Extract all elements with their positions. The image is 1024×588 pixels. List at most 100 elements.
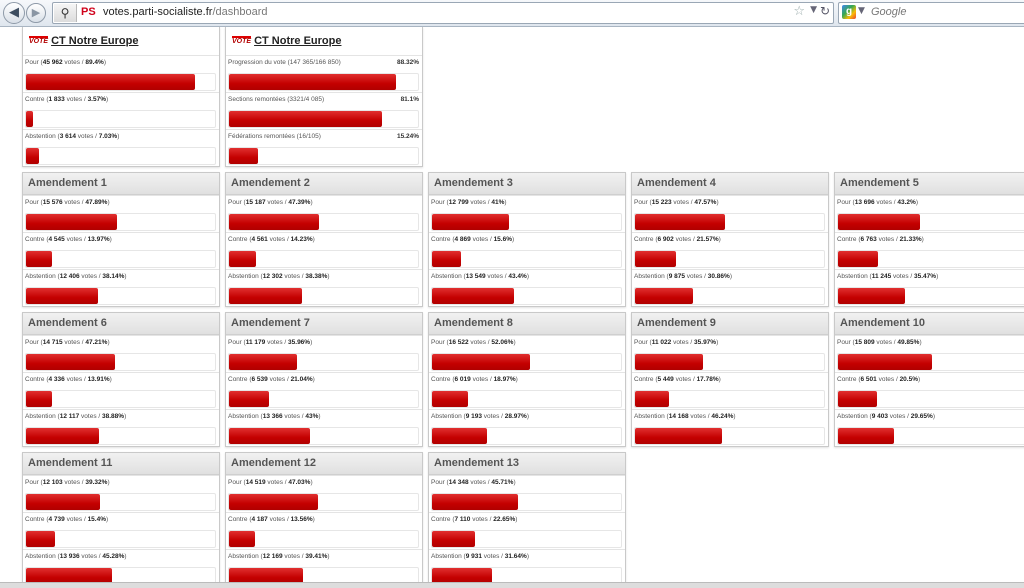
progress-fill <box>838 391 877 407</box>
progress-bar <box>228 567 419 585</box>
choice-label: Abstention <box>25 553 56 560</box>
choice-label: Contre <box>837 236 857 243</box>
search-bar[interactable]: g ▼ Google <box>838 2 1024 24</box>
panel-title-link[interactable]: CT Notre Europe <box>51 35 139 47</box>
vote-count: 12 406 <box>59 273 80 280</box>
vote-percent: 43.2% <box>897 199 916 206</box>
progress-fill <box>432 568 492 584</box>
result-row: Abstention (13 549 votes / 43.4%) <box>429 269 625 306</box>
result-row: Pour (16 522 votes / 52.06%) <box>429 335 625 372</box>
votes-word: votes <box>269 516 286 523</box>
amendement-panel: Amendement 8 Pour (16 522 votes / 52.06%)… <box>428 312 626 447</box>
progress-fill <box>26 568 112 584</box>
result-row: Contre (4 869 votes / 15.6%) <box>429 232 625 269</box>
choice-label: Pour <box>837 339 851 346</box>
choice-label: Contre <box>228 236 248 243</box>
url-host: votes.parti-socialiste.fr <box>103 6 213 18</box>
result-label: Contre (6 019 votes / 18.97%) <box>431 376 518 383</box>
result-row: Abstention (9 931 votes / 31.64%) <box>429 549 625 586</box>
progress-bar <box>431 390 622 408</box>
result-label: Pour (15 187 votes / 47.39%) <box>228 199 313 206</box>
vote-percent: 21.33% <box>899 236 922 243</box>
vote-percent: 38.88% <box>102 413 125 420</box>
progress-percent: 81.1% <box>400 96 419 103</box>
vote-percent: 47.89% <box>85 199 108 206</box>
vote-percent: 3.57% <box>87 96 106 103</box>
result-label: Abstention (9 403 votes / 29.65%) <box>837 413 935 420</box>
panel-title: Amendement 9 <box>632 313 828 335</box>
choice-label: Contre <box>228 376 248 383</box>
address-bar[interactable]: ⚲ PS votes.parti-socialiste.fr/dashboard… <box>52 2 834 24</box>
panel-title: Amendement 7 <box>226 313 422 335</box>
choice-label: Pour <box>228 199 242 206</box>
votes-word: votes <box>878 376 895 383</box>
progress-fill <box>838 354 933 370</box>
result-row: Abstention (11 245 votes / 35.47%) <box>835 269 1024 306</box>
result-label: Contre (4 545 votes / 13.97%) <box>25 236 112 243</box>
vote-count: 7 110 <box>454 516 471 523</box>
result-label: Pour (45 962 votes / 89.4%) <box>25 59 106 66</box>
result-row: 81.1% Sections remontées (3321/4 085) <box>226 92 422 129</box>
result-label: Contre (4 739 votes / 15.4%) <box>25 516 109 523</box>
search-input[interactable]: Google <box>871 6 907 18</box>
result-label: Pour (14 348 votes / 45.71%) <box>431 479 516 486</box>
choice-label: Pour <box>431 199 445 206</box>
progress-fill <box>432 391 468 407</box>
status-bar <box>0 582 1024 588</box>
amendement-panel: Amendement 6 Pour (14 715 votes / 47.21%)… <box>22 312 220 447</box>
result-row: Pour (14 519 votes / 47.03%) <box>226 475 422 512</box>
choice-label: Pour <box>634 339 648 346</box>
votes-word: votes <box>675 236 692 243</box>
result-row: Contre (1 833 votes / 3.57%) <box>23 92 219 129</box>
votes-word: votes <box>77 133 94 140</box>
votes-word: votes <box>64 199 80 206</box>
url-text[interactable]: votes.parti-socialiste.fr/dashboard <box>103 6 267 18</box>
result-row: Contre (4 561 votes / 14.23%) <box>226 232 422 269</box>
vote-percent: 17.78% <box>696 376 719 383</box>
vote-count: 16 522 <box>448 339 469 346</box>
forward-arrow-icon[interactable]: ▶ <box>26 3 46 23</box>
vote-percent: 13.56% <box>290 516 313 523</box>
reload-icon[interactable]: ↻ <box>819 4 830 18</box>
result-row: Contre (6 019 votes / 18.97%) <box>429 372 625 409</box>
progress-bar <box>25 287 216 305</box>
back-arrow-icon[interactable]: ◀ <box>3 2 25 24</box>
progress-bar <box>431 250 622 268</box>
progress-fill <box>635 391 669 407</box>
panel-header: VOTE CT Notre Europe <box>23 27 219 55</box>
vote-count: 4 545 <box>48 236 65 243</box>
amendement-panel: Amendement 10 Pour (15 809 votes / 49.85%… <box>834 312 1024 447</box>
bookmark-star-icon[interactable]: ☆ <box>793 4 805 19</box>
site-identity-icon[interactable]: ⚲ <box>54 4 77 22</box>
result-row: Abstention (12 117 votes / 38.88%) <box>23 409 219 446</box>
panel-title: Amendement 2 <box>226 173 422 195</box>
chevron-down-icon[interactable]: ▼ <box>810 5 817 15</box>
search-engine-dropdown-icon[interactable]: ▼ <box>858 6 865 16</box>
progress-bar <box>228 493 419 511</box>
progress-fill <box>635 214 725 230</box>
result-row: Abstention (12 406 votes / 38.14%) <box>23 269 219 306</box>
progress-fill <box>229 111 383 127</box>
vote-percent: 13.91% <box>87 376 110 383</box>
votes-word: votes <box>66 376 83 383</box>
result-row: Abstention (3 614 votes / 7.03%) <box>23 129 219 166</box>
result-label: Abstention (9 931 votes / 31.64%) <box>431 553 529 560</box>
votes-word: votes <box>487 273 503 280</box>
vote-count: 12 302 <box>262 273 283 280</box>
vote-count: 9 931 <box>465 553 482 560</box>
progress-fill <box>432 214 510 230</box>
progress-bar <box>228 73 419 91</box>
progress-percent: 15.24% <box>396 133 419 140</box>
google-icon[interactable]: g <box>842 5 856 19</box>
progress-bar <box>25 493 216 511</box>
progress-bar <box>431 530 622 548</box>
progress-fill <box>229 288 302 304</box>
result-label: Abstention (9 875 votes / 30.86%) <box>634 273 732 280</box>
progress-bar <box>25 530 216 548</box>
progress-bar <box>431 427 622 445</box>
votes-word: votes <box>483 413 500 420</box>
choice-label: Abstention <box>431 553 462 560</box>
choice-label: Abstention <box>228 553 259 560</box>
panel-title-link[interactable]: CT Notre Europe <box>254 35 342 47</box>
result-label: Abstention (11 245 votes / 35.47%) <box>837 273 939 280</box>
